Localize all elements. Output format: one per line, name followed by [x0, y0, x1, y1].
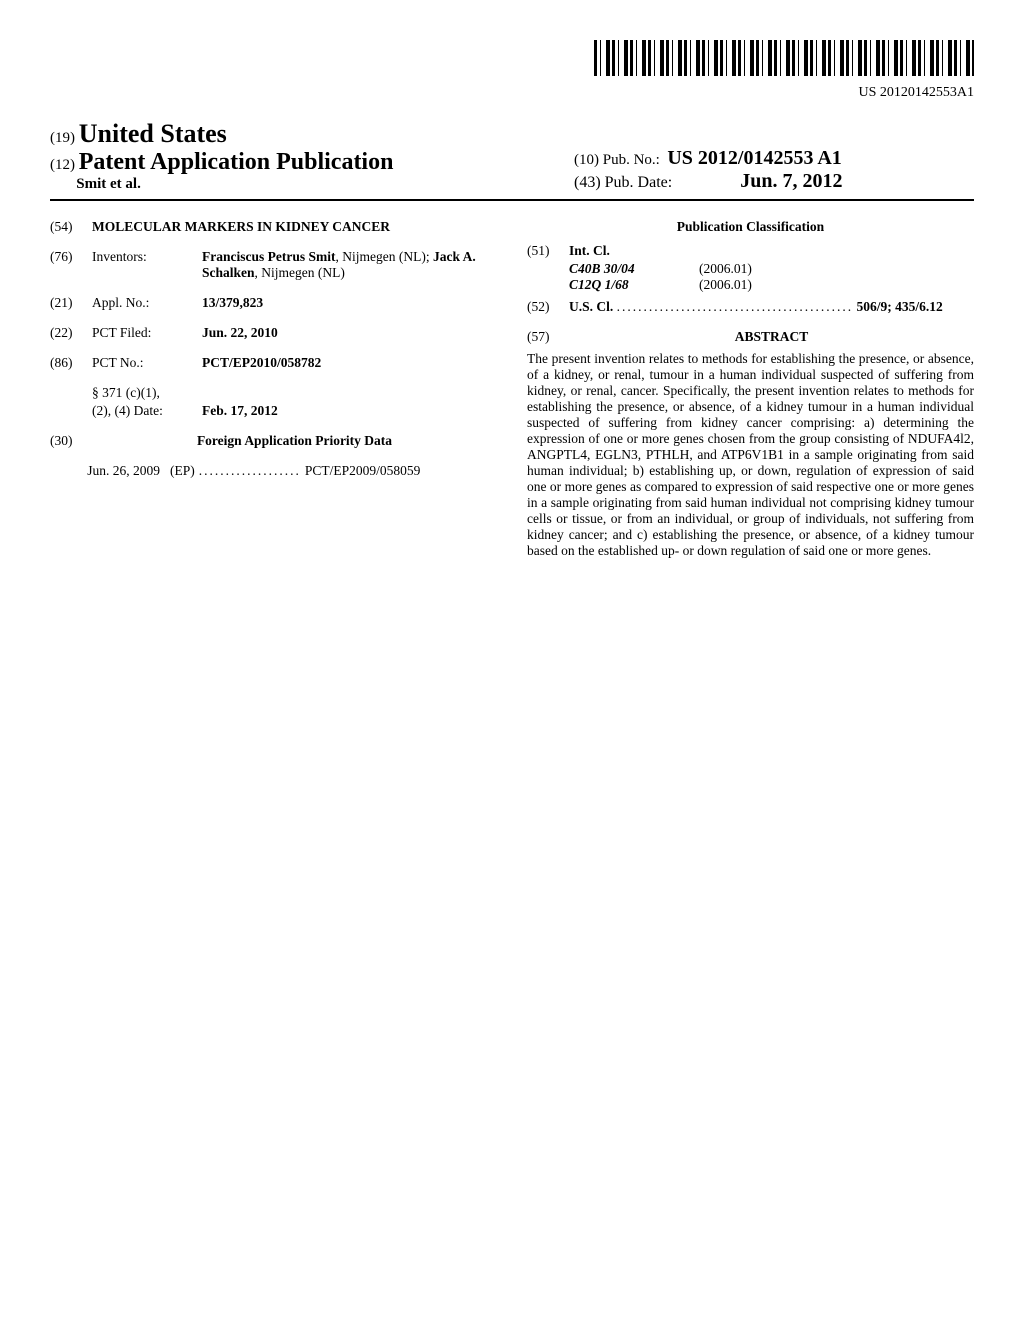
pap-line: (12) Patent Application Publication — [50, 149, 574, 176]
header-grid: (19) United States (12) Patent Applicati… — [50, 119, 974, 193]
right-column: Publication Classification (51) Int. Cl.… — [527, 219, 974, 559]
uscl-line: U.S. Cl. ...............................… — [569, 299, 974, 315]
pubno-line: (10) Pub. No.: US 2012/0142553 A1 — [574, 147, 974, 170]
pctfiled-entry: (22) PCT Filed: Jun. 22, 2010 — [50, 325, 497, 341]
s371-val-pad — [202, 385, 497, 401]
title-text: MOLECULAR MARKERS IN KIDNEY CANCER — [92, 219, 497, 235]
inventors-val: Franciscus Petrus Smit, Nijmegen (NL); J… — [202, 249, 497, 281]
us-line: (19) United States — [50, 119, 574, 149]
applno-val: 13/379,823 — [202, 295, 497, 311]
intcl-ver: (2006.01) — [699, 261, 752, 277]
pctfiled-lbl: PCT Filed: — [92, 325, 202, 341]
header-left: (19) United States (12) Patent Applicati… — [50, 119, 574, 193]
uscl-entry: (52) U.S. Cl. ..........................… — [527, 299, 974, 315]
pctno-val: PCT/EP2010/058782 — [202, 355, 497, 371]
pubdate-label: Pub. Date: — [605, 174, 673, 191]
intcl-entry: (51) Int. Cl. — [527, 243, 974, 259]
intcl-num: (51) — [527, 243, 569, 259]
foreign-dots: ................... — [195, 463, 305, 479]
uscl-num: (52) — [527, 299, 569, 315]
pctfiled-num: (22) — [50, 325, 92, 341]
uscl-val: 506/9; 435/6.12 — [857, 299, 943, 314]
inventor2-rest: , Nijmegen (NL) — [255, 265, 345, 280]
inventor1-rest: , Nijmegen (NL); — [335, 249, 432, 264]
abstract-head-entry: (57) ABSTRACT — [527, 329, 974, 345]
us-label: United States — [79, 119, 227, 148]
abstract-head: ABSTRACT — [569, 329, 974, 345]
inventor1-name: Franciscus Petrus Smit — [202, 249, 335, 264]
pap-label: Patent Application Publication — [79, 149, 394, 175]
intcl-row: C40B 30/04 (2006.01) — [569, 261, 974, 277]
inventors-entry: (76) Inventors: Franciscus Petrus Smit, … — [50, 249, 497, 281]
inventors-lbl: Inventors: — [92, 249, 202, 281]
applno-num: (21) — [50, 295, 92, 311]
intcl-rows: C40B 30/04 (2006.01) C12Q 1/68 (2006.01) — [569, 261, 974, 293]
divider — [50, 199, 974, 201]
abstract-text: The present invention relates to methods… — [527, 351, 974, 559]
intcl-cls: C12Q 1/68 — [569, 277, 699, 293]
pap-prefix: (12) — [50, 157, 75, 173]
authors: Smit et al. — [50, 176, 574, 193]
pctno-lbl: PCT No.: — [92, 355, 202, 371]
foreign-head-entry: (30) Foreign Application Priority Data — [50, 433, 497, 449]
header-right: (10) Pub. No.: US 2012/0142553 A1 (43) P… — [574, 147, 974, 193]
pubno-value: US 2012/0142553 A1 — [667, 147, 841, 169]
authors-text: Smit et al. — [76, 176, 141, 192]
pubno-label: Pub. No.: — [603, 152, 660, 168]
s371-entry1: § 371 (c)(1), — [50, 385, 497, 401]
intcl-cls: C40B 30/04 — [569, 261, 699, 277]
pctno-entry: (86) PCT No.: PCT/EP2010/058782 — [50, 355, 497, 371]
us-prefix: (19) — [50, 130, 75, 146]
barcode-block — [50, 40, 974, 81]
s371-entry2: (2), (4) Date: Feb. 17, 2012 — [50, 403, 497, 419]
pubdate-line: (43) Pub. Date: Jun. 7, 2012 — [574, 170, 974, 193]
intcl-row: C12Q 1/68 (2006.01) — [569, 277, 974, 293]
uscl-dots: ........................................… — [617, 299, 854, 314]
title-num: (54) — [50, 219, 92, 235]
s371-lbl1: § 371 (c)(1), — [92, 385, 202, 401]
foreign-num: (30) — [50, 433, 92, 449]
pctno-num: (86) — [50, 355, 92, 371]
pubdate-value: Jun. 7, 2012 — [740, 170, 842, 192]
pubdate-prefix: (43) — [574, 174, 601, 191]
pubclass-head: Publication Classification — [527, 219, 974, 235]
title-entry: (54) MOLECULAR MARKERS IN KIDNEY CANCER — [50, 219, 497, 235]
foreign-head: Foreign Application Priority Data — [92, 433, 497, 449]
uscl-lbl: U.S. Cl. — [569, 299, 613, 314]
foreign-data-entry: Jun. 26, 2009 (EP) ................... P… — [50, 463, 497, 479]
pctfiled-val: Jun. 22, 2010 — [202, 325, 497, 341]
foreign-cc: (EP) — [170, 463, 195, 479]
barcode-text: US 20120142553A1 — [50, 85, 974, 101]
abstract-num: (57) — [527, 329, 569, 345]
pubno-prefix: (10) — [574, 152, 599, 168]
s371-val: Feb. 17, 2012 — [202, 403, 497, 419]
intcl-ver: (2006.01) — [699, 277, 752, 293]
foreign-app: PCT/EP2009/058059 — [305, 463, 421, 479]
applno-lbl: Appl. No.: — [92, 295, 202, 311]
barcode-graphic — [594, 40, 974, 76]
foreign-date: Jun. 26, 2009 — [50, 463, 170, 479]
left-column: (54) MOLECULAR MARKERS IN KIDNEY CANCER … — [50, 219, 497, 559]
intcl-lbl: Int. Cl. — [569, 243, 974, 259]
s371-pad2 — [50, 403, 92, 419]
applno-entry: (21) Appl. No.: 13/379,823 — [50, 295, 497, 311]
s371-pad1 — [50, 385, 92, 401]
s371-lbl2: (2), (4) Date: — [92, 403, 202, 419]
inventors-num: (76) — [50, 249, 92, 281]
body-columns: (54) MOLECULAR MARKERS IN KIDNEY CANCER … — [50, 219, 974, 559]
